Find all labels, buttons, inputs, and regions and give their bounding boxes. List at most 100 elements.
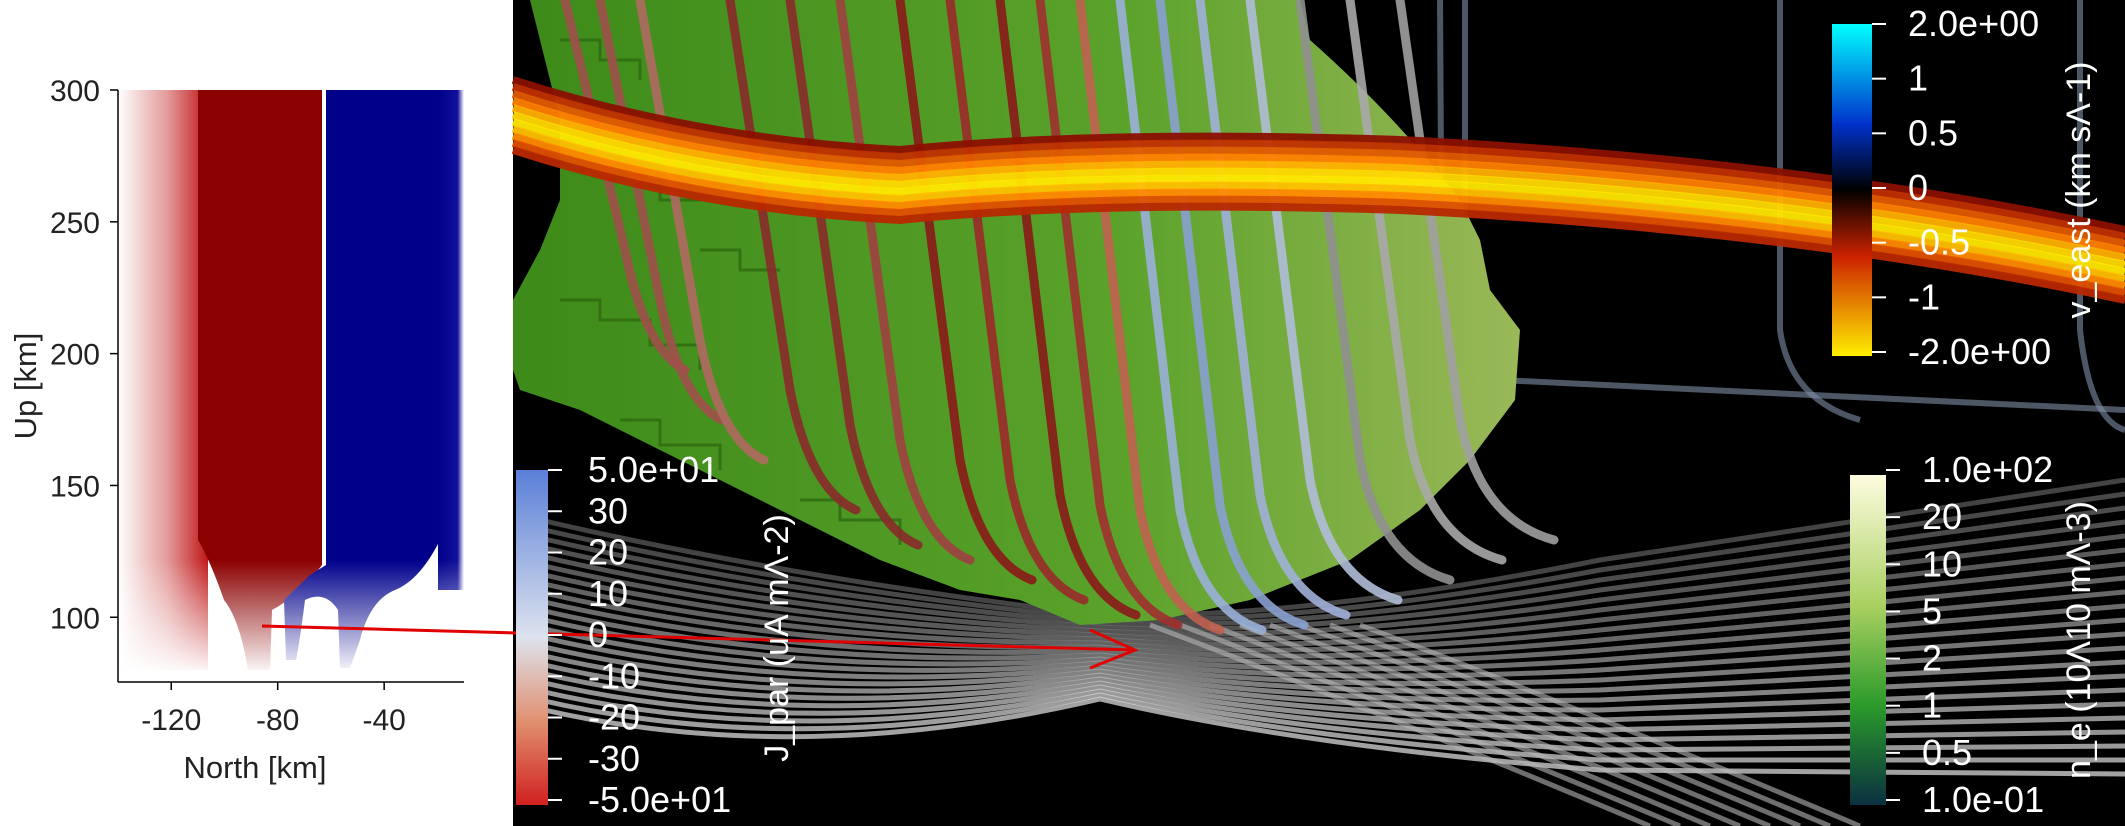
j-par-colorbar-gradient	[516, 470, 548, 805]
j-par-colorbar-title: J_par (uA mΛ-2)	[758, 514, 796, 762]
colorbar-tick-label: 20	[588, 532, 628, 573]
field-line	[1179, 622, 1681, 826]
colorbar-tick-label: 1.0e-01	[1922, 779, 2044, 820]
x-tick-label: -80	[256, 704, 299, 737]
field-line	[539, 696, 2125, 777]
field-line	[1149, 622, 1651, 826]
current-tube	[995, 0, 1141, 620]
colorbar-tick-label: 2.0e+00	[1908, 3, 2039, 44]
surface-step	[620, 418, 722, 470]
colorbar-tick-label: 1	[1922, 685, 1942, 726]
colorbar-tick-label: 5	[1922, 590, 1942, 631]
n-e-colorbar-title: n_e (10Λ10 mΛ-3)	[2060, 501, 2098, 779]
current-tube	[1395, 0, 1559, 545]
field-line	[539, 598, 2125, 665]
field-line	[539, 519, 2125, 632]
colorbar-tick-label: -20	[588, 697, 640, 738]
v-east-colorbar-title: v_east (km sΛ-1)	[2060, 62, 2098, 319]
current-tube	[1075, 0, 1225, 635]
colorbar-tick-label: -10	[588, 655, 640, 696]
field-line	[1299, 622, 1801, 826]
current-tube	[835, 0, 975, 565]
current-tube	[1195, 0, 1351, 620]
field-line	[539, 679, 2125, 743]
colorbar-tick-label: 0	[1908, 167, 1928, 208]
v-east-colorbar-gradient	[1832, 24, 1872, 356]
field-line	[1239, 622, 1741, 826]
colorbar-tick-label: 0.5	[1908, 112, 1958, 153]
colorbar-tick-label: 2	[1922, 638, 1942, 679]
x-tick-label: -120	[141, 704, 201, 737]
y-tick-label: 150	[50, 470, 100, 503]
colorbar-tick-label: -30	[588, 738, 640, 779]
colorbar-tick-label: -2.0e+00	[1908, 331, 2051, 372]
colorbar-tick-label: -5.0e+01	[588, 779, 731, 820]
current-tube	[785, 0, 923, 550]
lower-field-line-sheet	[539, 477, 2125, 826]
left-axes: 300 250 200 150 100 -120 -80 -40 North [km] Up…	[8, 75, 464, 785]
field-line	[539, 607, 2125, 672]
positive-region	[198, 90, 322, 670]
n-e-colorbar-gradient	[1850, 475, 1886, 805]
blue-fade-region	[438, 90, 464, 590]
field-line	[1329, 622, 1831, 826]
field-line	[539, 561, 2125, 647]
colorbar-tick-label: 0	[588, 614, 608, 655]
annotation-arrow-line	[261, 624, 1136, 652]
colorbar-n-e: 1.0e+02 20 10 5 2 1 0.5 1.0e-01 n_e (10Λ10 mΛ-3…	[1850, 449, 2098, 820]
y-tick-label: 100	[50, 602, 100, 635]
annotation-arrow	[261, 624, 1139, 670]
colorbar-tick-label: 30	[588, 490, 628, 531]
current-tube	[635, 0, 769, 465]
colorbar-tick-label: 10	[588, 573, 628, 614]
colorbar-tick-label: 20	[1922, 496, 1962, 537]
colorbar-tick-label: -1	[1908, 276, 1940, 317]
v-east-tick-labels: 2.0e+00 1 0.5 0 -0.5 -1 -2.0e+00	[1872, 3, 2051, 372]
colorbar-tick-label: 5.0e+01	[588, 449, 719, 490]
field-line	[1359, 622, 1861, 826]
colorbar-v-east: 2.0e+00 1 0.5 0 -0.5 -1 -2.0e+00 v_east (km sΛ…	[1832, 3, 2098, 372]
current-tube	[895, 0, 1037, 585]
field-line	[539, 575, 2125, 653]
field-line	[539, 652, 2125, 713]
field-line	[539, 634, 2125, 695]
left-cross-section-plot: 300 250 200 150 100 -120 -80 -40 North [km] Up…	[8, 75, 464, 785]
y-tick-label: 300	[50, 75, 100, 108]
negative-region	[284, 90, 440, 668]
bottom-fade-region	[118, 560, 464, 675]
x-axis-label: North [km]	[184, 750, 327, 785]
current-tube	[945, 0, 1089, 605]
y-tick-label: 200	[50, 339, 100, 372]
colorbar-tick-label: 0.5	[1922, 732, 1972, 773]
y-ticks: 300 250 200 150 100	[50, 75, 118, 635]
current-tube	[1345, 0, 1507, 565]
field-line	[1777, 0, 1861, 423]
zero-contour	[322, 90, 326, 565]
current-tube	[1115, 0, 1267, 635]
field-line	[2077, 0, 2125, 433]
annotation-arrow-head	[1089, 628, 1139, 670]
field-line	[1209, 622, 1711, 826]
colorbar-tick-label: 10	[1922, 543, 1962, 584]
field-line	[539, 692, 2125, 763]
current-tube	[1035, 0, 1183, 630]
x-tick-label: -40	[362, 704, 405, 737]
field-line	[1269, 622, 1771, 826]
y-axis-label: Up [km]	[8, 333, 43, 440]
current-tube	[1155, 0, 1309, 630]
colorbar-tick-label: 1.0e+02	[1922, 449, 2053, 490]
current-tube	[1245, 0, 1403, 605]
current-tube	[595, 0, 727, 425]
colorbar-tick-label: -0.5	[1908, 222, 1970, 263]
field-line	[539, 533, 2125, 637]
current-tube	[1295, 0, 1455, 585]
current-tube	[725, 0, 861, 515]
surface-step	[700, 248, 780, 272]
n-e-tick-labels: 1.0e+02 20 10 5 2 1 0.5 1.0e-01	[1886, 449, 2053, 820]
y-tick-label: 250	[50, 207, 100, 240]
plot-field	[118, 90, 464, 675]
